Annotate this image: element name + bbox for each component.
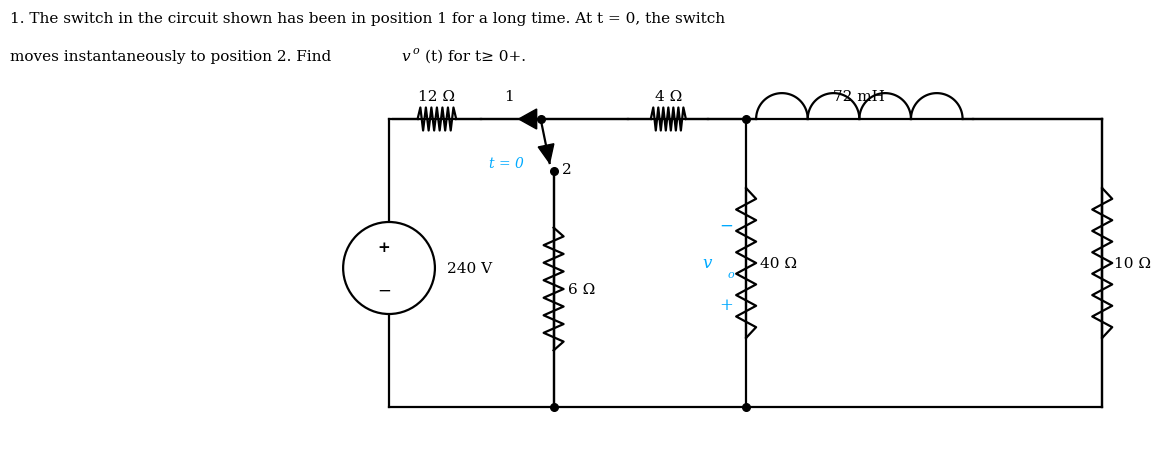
Text: v: v	[401, 50, 410, 64]
Text: (t) for t≥ 0+.: (t) for t≥ 0+.	[425, 50, 526, 64]
Polygon shape	[519, 110, 536, 130]
Text: −: −	[377, 282, 391, 299]
Text: 6 Ω: 6 Ω	[568, 282, 594, 297]
Text: +: +	[720, 297, 733, 314]
Text: 4 Ω: 4 Ω	[655, 90, 682, 104]
Text: 1. The switch in the circuit shown has been in position 1 for a long time. At t : 1. The switch in the circuit shown has b…	[10, 12, 726, 26]
Polygon shape	[539, 145, 554, 164]
Text: +: +	[377, 241, 390, 254]
Text: 12 Ω: 12 Ω	[418, 90, 455, 104]
Text: 40 Ω: 40 Ω	[760, 257, 798, 270]
Text: 10 Ω: 10 Ω	[1115, 257, 1152, 270]
Text: t = 0: t = 0	[489, 157, 524, 171]
Text: 240 V: 240 V	[447, 262, 492, 275]
Text: o: o	[727, 269, 734, 280]
Text: moves instantaneously to position 2. Find: moves instantaneously to position 2. Fin…	[10, 50, 336, 64]
Text: 72 mH: 72 mH	[834, 90, 886, 104]
Text: v: v	[702, 255, 712, 272]
Text: 2: 2	[562, 162, 571, 177]
Text: −: −	[720, 217, 733, 234]
Text: 1: 1	[504, 90, 513, 104]
Text: o: o	[413, 46, 420, 56]
